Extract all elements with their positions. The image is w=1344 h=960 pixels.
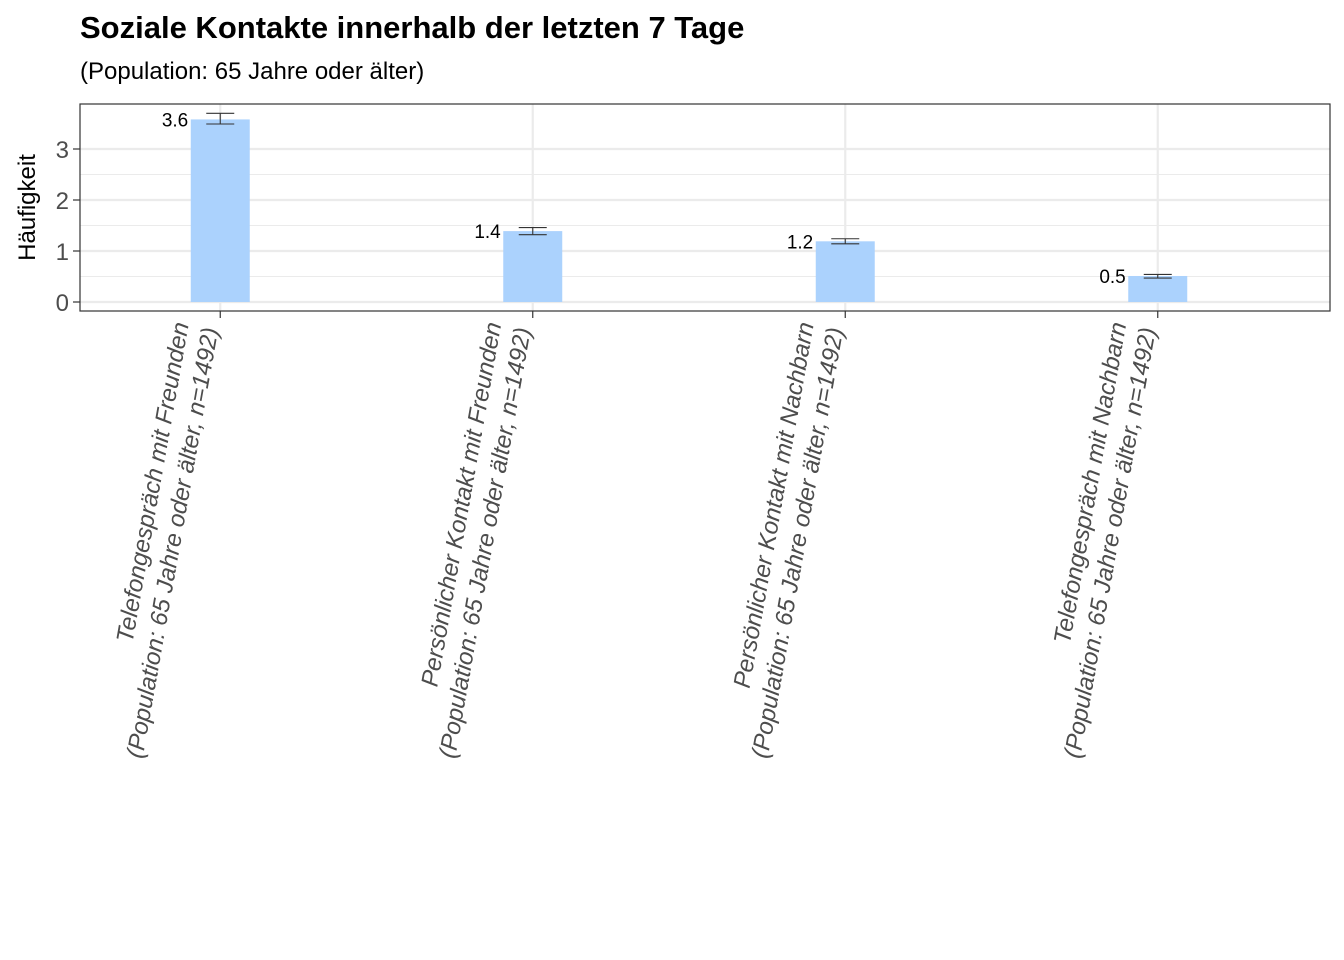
bar [503,231,563,302]
data-label: 1.4 [474,222,501,243]
chart-title: Soziale Kontakte innerhalb der letzten 7… [80,10,745,45]
y-tick-label: 3 [56,137,69,164]
bar [190,119,250,302]
data-label: 1.2 [787,232,813,253]
value-labels: 3.6 1.4 1.2 0.5 [162,110,1126,288]
error-bar [518,226,547,236]
data-label: 3.6 [162,110,188,131]
y-tick-label: 1 [56,239,69,266]
grid-lines [80,104,1330,311]
y-tick-label: 2 [56,188,69,215]
error-bar [206,112,235,125]
bar [1128,275,1188,302]
y-axis-title: Häufigkeit [14,154,41,261]
x-tick-label: Telefongespräch mit Nachbarn(Population:… [1030,320,1162,760]
error-bar [831,238,860,245]
panel-border [79,103,1331,312]
error-bar [1143,273,1172,279]
chart-subtitle: (Population: 65 Jahre oder älter) [80,58,425,85]
x-tick-label: Persönlicher Kontakt mit Nachbarn(Popula… [717,320,849,760]
x-tick-label: Telefongespräch mit Freunden(Population:… [92,320,224,760]
bars [190,112,1188,302]
x-tick-label: Persönlicher Kontakt mit Freunden(Popula… [405,320,537,760]
bar [815,241,875,302]
data-label: 0.5 [1099,267,1125,288]
y-tick-label: 0 [56,290,69,317]
